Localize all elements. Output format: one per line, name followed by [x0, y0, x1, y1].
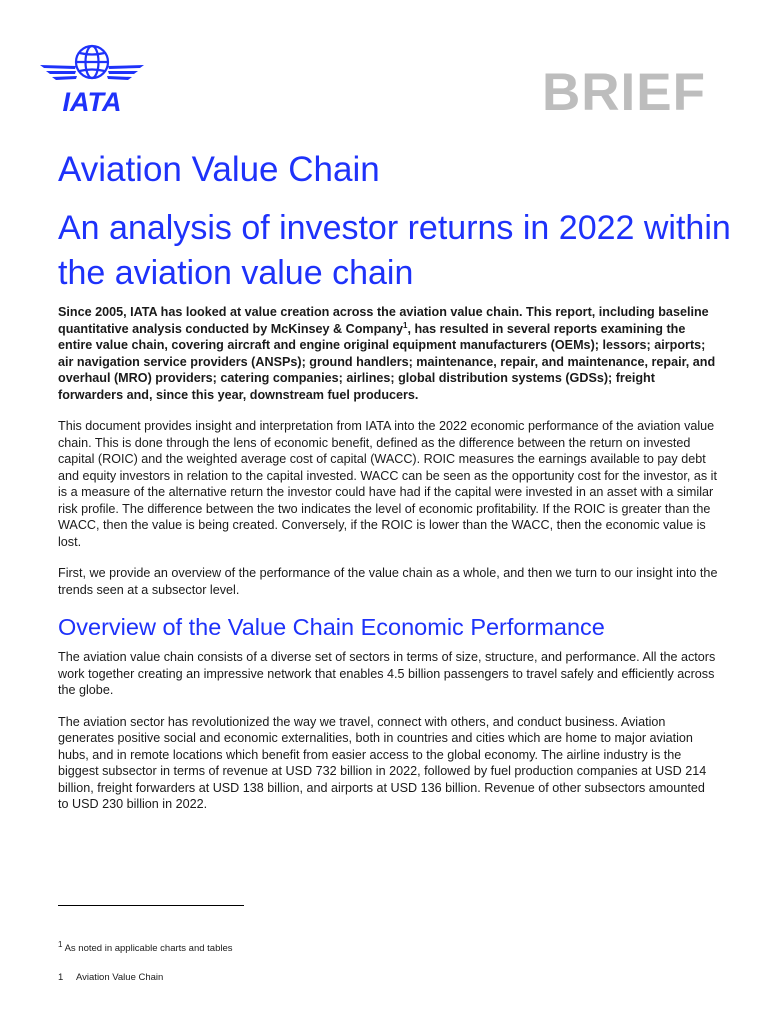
document-subtitle: An analysis of investor returns in 2022 …	[58, 209, 731, 292]
intro-text-1: Since 2005, IATA has looked at value cre…	[58, 305, 709, 336]
intro-text-2: , has resulted in several reports examin…	[58, 321, 716, 402]
body-paragraph-4: The aviation sector has revolutionized t…	[58, 714, 707, 812]
document-title: Aviation Value Chain	[58, 150, 380, 189]
footnote-divider	[58, 905, 244, 906]
globe-icon	[74, 44, 110, 80]
footnote-text: As noted in applicable charts and tables	[62, 943, 233, 954]
footnote-marker: 1	[58, 939, 63, 949]
logo-text: IATA	[63, 87, 122, 116]
body-paragraph-2: First, we provide an overview of the per…	[58, 566, 718, 597]
section-heading: Overview of the Value Chain Economic Per…	[58, 614, 605, 640]
footnote-reference: 1	[403, 320, 408, 330]
body-paragraph-1: This document provides insight and inter…	[58, 419, 717, 549]
brief-label: BRIEF	[542, 63, 706, 122]
page-number: 1	[58, 972, 64, 983]
main-content: Since 2005, IATA has looked at value cre…	[58, 304, 718, 828]
page-footer: 1 Aviation Value Chain	[58, 972, 163, 983]
footnote: 1 As noted in applicable charts and tabl…	[58, 939, 233, 954]
intro-paragraph: Since 2005, IATA has looked at value cre…	[58, 304, 718, 403]
footer-label: Aviation Value Chain	[76, 972, 164, 983]
body-paragraph-3: The aviation value chain consists of a d…	[58, 650, 716, 698]
iata-logo: IATA	[40, 44, 144, 116]
wings-icon	[40, 65, 144, 80]
